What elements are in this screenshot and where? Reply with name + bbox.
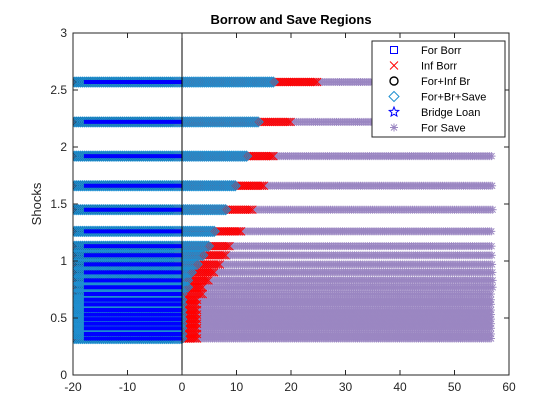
point-for-save [488, 205, 497, 214]
point-for-save [487, 152, 496, 161]
point-for-save [488, 260, 497, 269]
point-for-save [487, 334, 496, 343]
point-for-save [487, 242, 496, 251]
data-marks [73, 76, 497, 345]
point-for-save [488, 268, 497, 277]
point-for-save [487, 227, 496, 236]
point-for-save [488, 283, 497, 292]
point-for-save [487, 251, 496, 260]
series-for-save [178, 78, 497, 343]
point-for-save [488, 276, 497, 285]
point-for-save [488, 181, 497, 190]
